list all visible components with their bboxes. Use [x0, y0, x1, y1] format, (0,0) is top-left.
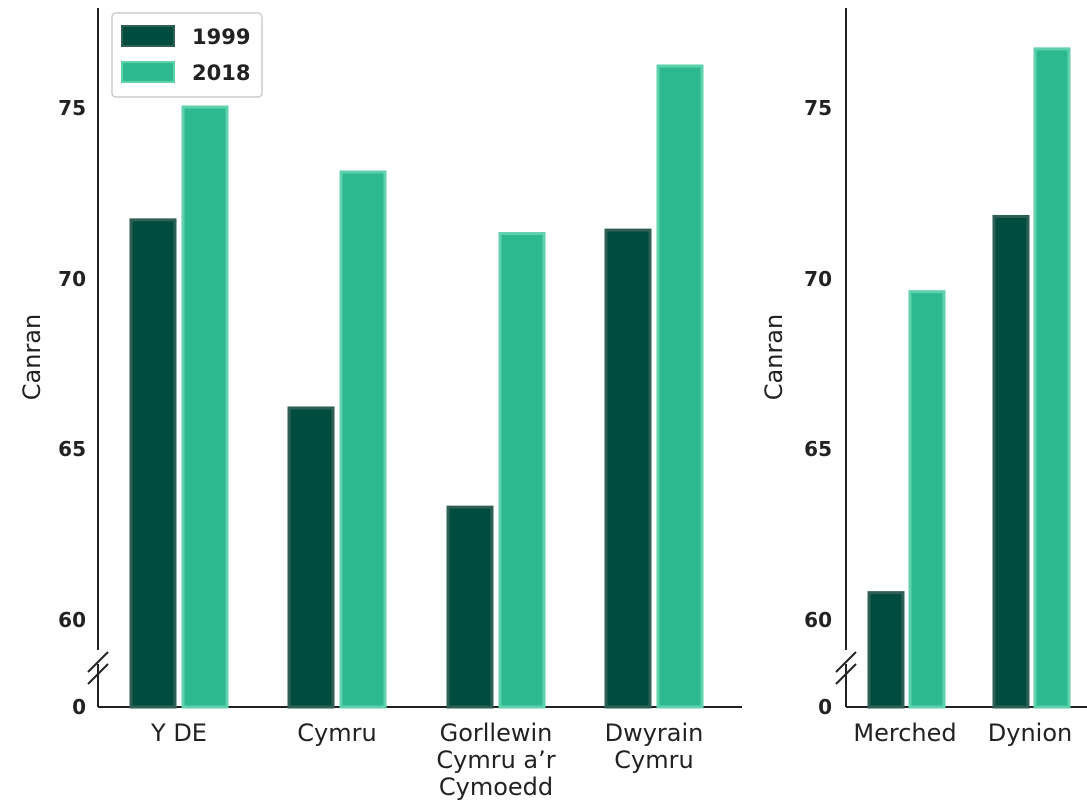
y-tick-label-75: 75 [58, 96, 86, 120]
x-tick-label-merched: Merched [853, 719, 956, 747]
panel-left: 0 60 65 70 75 Canran Y DE Cymru Gorllewin C… [18, 8, 742, 801]
y-tick-label-70-right: 70 [804, 267, 832, 291]
bars-left [129, 64, 704, 709]
bar-2018-y-de [181, 105, 229, 709]
bar-2018-merched [908, 290, 946, 709]
axis-break-mark-right-1 [835, 651, 857, 673]
y-tick-label-60-right: 60 [804, 608, 832, 632]
category-labels-right: Merched Dynion [853, 719, 1072, 747]
bar-2018-gorllewin [498, 232, 546, 709]
bar-2018-dwyrain [656, 64, 704, 709]
legend-swatch-1999 [121, 25, 175, 47]
y-axis-title-right: Canran [760, 314, 788, 400]
y-tick-label-0-right: 0 [818, 695, 832, 719]
x-tick-label-dwyrain: Dwyrain Cymru [605, 719, 704, 774]
bar-1999-cymru [287, 406, 335, 709]
panel-right: 0 60 65 70 75 Canran Merched Dynion [760, 8, 1087, 747]
bar-1999-gorllewin [446, 505, 494, 709]
y-axis-title-left: Canran [18, 314, 46, 400]
bar-2018-cymru [339, 170, 387, 709]
legend-label-2018: 2018 [192, 61, 250, 85]
x-tick-label-gorllewin: Gorllewin Cymru a’r Cymoedd [436, 719, 555, 801]
y-tick-label-75-right: 75 [804, 96, 832, 120]
bar-1999-y-de [129, 218, 177, 709]
y-tick-label-0: 0 [72, 695, 86, 719]
y-tick-label-65-right: 65 [804, 437, 832, 461]
y-tick-label-60: 60 [58, 608, 86, 632]
legend-swatch-2018 [121, 61, 175, 83]
bars-right [867, 47, 1071, 709]
y-tick-label-70: 70 [58, 267, 86, 291]
bar-1999-dynion [992, 214, 1030, 709]
bar-1999-dwyrain [604, 228, 652, 709]
bar-2018-dynion [1033, 47, 1071, 709]
legend-label-1999: 1999 [192, 25, 250, 49]
axis-break-mark-2 [87, 663, 109, 685]
x-tick-label-dynion: Dynion [988, 719, 1072, 747]
x-tick-label-cymru: Cymru [297, 719, 376, 747]
legend: 1999 2018 [111, 12, 263, 98]
y-tick-label-65: 65 [58, 437, 86, 461]
axis-break-mark-1 [87, 651, 109, 673]
x-tick-label-y-de: Y DE [150, 719, 207, 747]
category-labels-left: Y DE Cymru Gorllewin Cymru a’r Cymoedd Dwyrai… [150, 719, 703, 801]
axis-break-mark-right-2 [835, 663, 857, 685]
bar-1999-merched [867, 591, 905, 709]
